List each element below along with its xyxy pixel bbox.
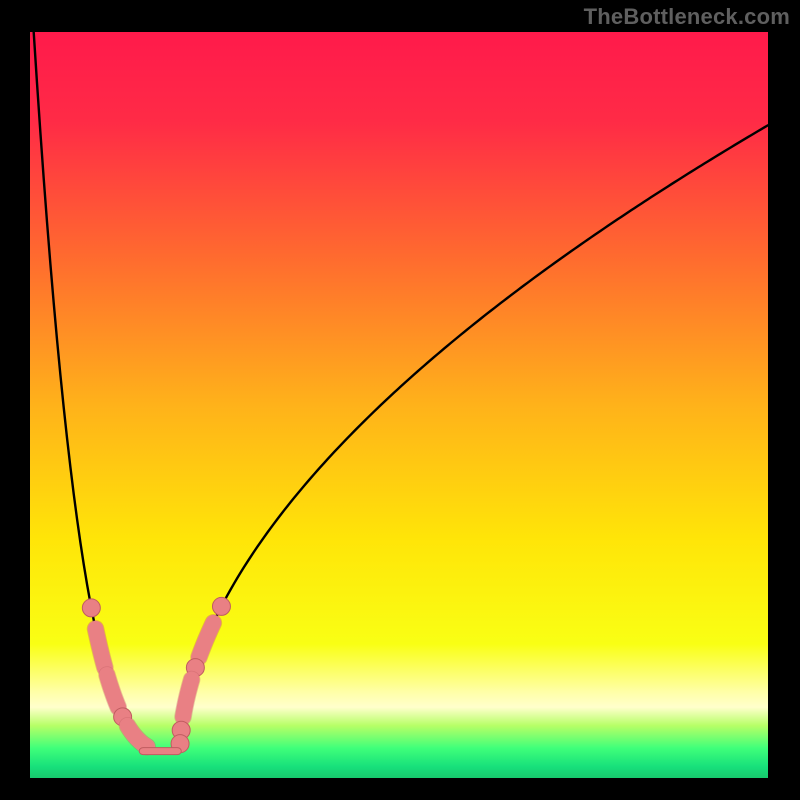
gradient-plot: [30, 32, 768, 778]
marker-pill: [183, 680, 192, 717]
marker-dot: [212, 597, 230, 615]
marker-dot: [82, 599, 100, 617]
chart-stage: TheBottleneck.com: [0, 0, 800, 800]
apex-underline: [139, 748, 181, 755]
marker-pill: [96, 629, 105, 668]
marker-pill: [107, 675, 118, 707]
chart-svg: [0, 0, 800, 800]
